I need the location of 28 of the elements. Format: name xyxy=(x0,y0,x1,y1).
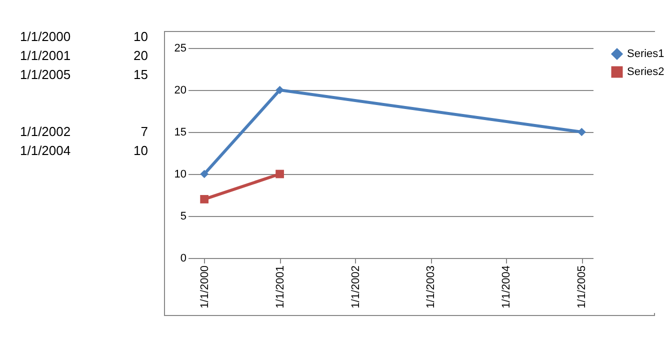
point xyxy=(200,170,209,178)
text: 10 xyxy=(132,29,148,44)
y-tick-label: 20 xyxy=(174,84,186,96)
y-tick-label: 15 xyxy=(174,126,186,138)
point xyxy=(276,86,284,94)
y-tick-label: 10 xyxy=(174,168,186,180)
x-tick-label: 1/1/2004 xyxy=(500,266,513,308)
legend-label: Series1 xyxy=(627,48,664,60)
x-tick-label: 1/1/2002 xyxy=(350,266,362,308)
text: 15 xyxy=(132,67,148,82)
text: 1/1/2001 xyxy=(20,48,71,63)
legend-label: Series2 xyxy=(627,66,664,78)
y-tick-label: 25 xyxy=(174,42,186,54)
x-tick-label: 1/1/2005 xyxy=(576,266,588,308)
text: 7 xyxy=(140,124,148,139)
y-tick-label: 5 xyxy=(180,210,186,222)
x-tick-label: 1/1/2003 xyxy=(425,266,438,308)
text: 1/1/2005 xyxy=(20,67,71,82)
point xyxy=(200,195,209,204)
text: 10 xyxy=(132,143,148,158)
x-tick-label: 1/1/2000 xyxy=(198,266,211,308)
text: 1/1/2004 xyxy=(20,143,71,158)
point xyxy=(276,170,284,178)
text: 1/1/2000 xyxy=(20,29,71,44)
text: 20 xyxy=(132,48,148,63)
y-tick-label: 0 xyxy=(180,252,186,264)
x-tick-label: 1/1/2001 xyxy=(274,266,286,308)
text: 1/1/2002 xyxy=(20,124,71,139)
